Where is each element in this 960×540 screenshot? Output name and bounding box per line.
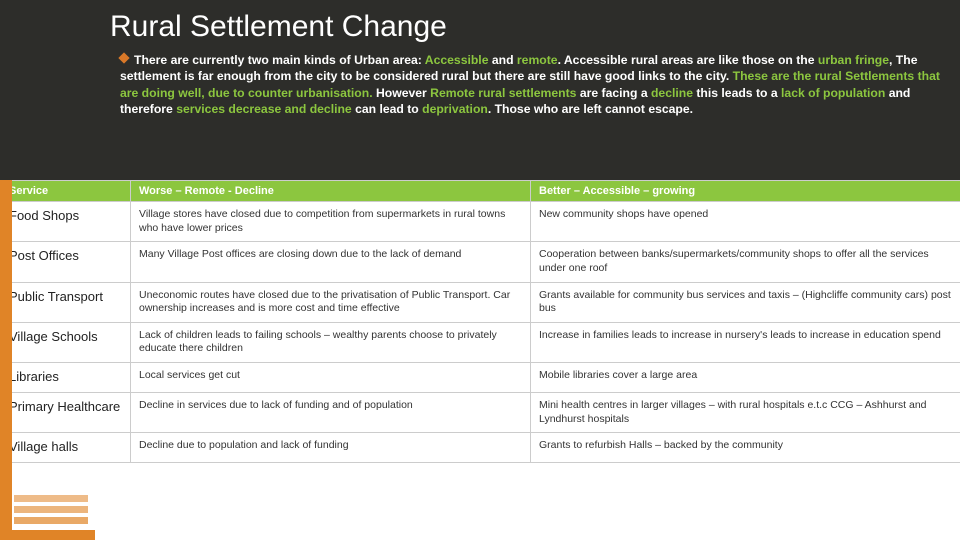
table-region: Service Worse – Remote - Decline Better … — [0, 180, 960, 463]
cell-worse: Decline due to population and lack of fu… — [131, 433, 531, 463]
table-row: Primary HealthcareDecline in services du… — [1, 393, 960, 433]
intro-highlight: remote — [517, 53, 558, 67]
table-header-row: Service Worse – Remote - Decline Better … — [1, 181, 960, 202]
intro-text: and — [488, 53, 516, 67]
intro-highlight: decline — [651, 86, 693, 100]
page-title: Rural Settlement Change — [110, 10, 940, 44]
intro-highlight: Remote rural settlements — [430, 86, 576, 100]
table-row: Village hallsDecline due to population a… — [1, 433, 960, 463]
table-row: Post OfficesMany Village Post offices ar… — [1, 242, 960, 282]
cell-better: Cooperation between banks/supermarkets/c… — [531, 242, 960, 282]
cell-service: Post Offices — [1, 242, 131, 282]
intro-text: . Those who are left cannot escape. — [488, 102, 693, 116]
col-service: Service — [1, 181, 131, 202]
cell-worse: Local services get cut — [131, 363, 531, 393]
intro-highlight: Accessible — [425, 53, 489, 67]
intro-text: However — [373, 86, 431, 100]
cell-service: Village Schools — [1, 322, 131, 362]
cell-service: Food Shops — [1, 202, 131, 242]
intro-text: are facing a — [576, 86, 651, 100]
cell-worse: Lack of children leads to failing school… — [131, 322, 531, 362]
cell-better: Mini health centres in larger villages –… — [531, 393, 960, 433]
cell-worse: Uneconomic routes have closed due to the… — [131, 282, 531, 322]
table-row: Public TransportUneconomic routes have c… — [1, 282, 960, 322]
cell-better: New community shops have opened — [531, 202, 960, 242]
intro-text: this leads to a — [693, 86, 781, 100]
table-row: Village SchoolsLack of children leads to… — [1, 322, 960, 362]
cell-service: Libraries — [1, 363, 131, 393]
col-worse: Worse – Remote - Decline — [131, 181, 531, 202]
cell-better: Grants available for community bus servi… — [531, 282, 960, 322]
cell-service: Primary Healthcare — [1, 393, 131, 433]
col-better: Better – Accessible – growing — [531, 181, 960, 202]
cell-worse: Many Village Post offices are closing do… — [131, 242, 531, 282]
services-table: Service Worse – Remote - Decline Better … — [0, 180, 960, 463]
cell-worse: Village stores have closed due to compet… — [131, 202, 531, 242]
cell-worse: Decline in services due to lack of fundi… — [131, 393, 531, 433]
intro-text: . Accessible rural areas are like those … — [558, 53, 818, 67]
intro-highlight: services decrease and decline — [176, 102, 351, 116]
cell-better: Increase in families leads to increase i… — [531, 322, 960, 362]
intro-highlight: urban fringe — [818, 53, 889, 67]
intro-text: can lead to — [352, 102, 422, 116]
intro-paragraph: There are currently two main kinds of Ur… — [120, 52, 940, 118]
intro-text: There are currently two main kinds of Ur… — [134, 53, 425, 67]
cell-better: Grants to refurbish Halls – backed by th… — [531, 433, 960, 463]
cell-service: Village halls — [1, 433, 131, 463]
table-row: LibrariesLocal services get cutMobile li… — [1, 363, 960, 393]
intro-highlight: lack of population — [781, 86, 885, 100]
header-region: Rural Settlement Change There are curren… — [0, 0, 960, 180]
intro-highlight: deprivation — [422, 102, 488, 116]
table-row: Food ShopsVillage stores have closed due… — [1, 202, 960, 242]
bullet-icon — [118, 52, 129, 63]
cell-better: Mobile libraries cover a large area — [531, 363, 960, 393]
cell-service: Public Transport — [1, 282, 131, 322]
